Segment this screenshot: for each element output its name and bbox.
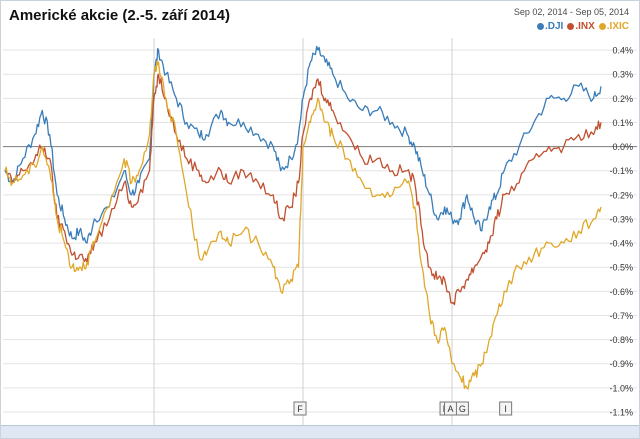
- legend-label-dji: .DJI: [544, 21, 564, 32]
- y-tick-label: 0.4%: [612, 46, 633, 56]
- legend-dot-ixic: [598, 23, 606, 30]
- y-tick-label: 0.3%: [612, 70, 633, 80]
- y-tick-label: -0.3%: [609, 214, 633, 224]
- y-tick-label: -0.2%: [609, 190, 633, 200]
- legend-item-ixic[interactable]: .IXIC: [598, 21, 629, 32]
- legend-dot-inx: [567, 23, 575, 30]
- y-tick-label: 0.2%: [612, 94, 633, 104]
- event-flag-box: [499, 401, 513, 416]
- y-tick-label: 0.1%: [612, 118, 633, 128]
- y-tick-label: 0.0%: [612, 142, 633, 152]
- event-flag-box: [455, 401, 469, 416]
- series-line-dji: [4, 45, 602, 244]
- series-line-inx: [4, 73, 602, 306]
- y-tick-label: -0.5%: [609, 263, 633, 273]
- event-flag-f[interactable]: F: [293, 401, 307, 416]
- y-tick-label: -0.7%: [609, 311, 633, 321]
- date-range: Sep 02, 2014 - Sep 05, 2014: [513, 7, 629, 17]
- series-line-ixic: [4, 60, 602, 390]
- y-tick-label: -0.4%: [609, 239, 633, 249]
- event-flag-label: G: [459, 404, 466, 414]
- legend-label-ixic: .IXIC: [606, 21, 629, 32]
- y-tick-label: -0.6%: [609, 287, 633, 297]
- y-tick-label: -0.9%: [609, 359, 633, 369]
- legend-dot-dji: [536, 23, 544, 30]
- y-tick-label: -1.1%: [609, 407, 633, 417]
- event-flag-g[interactable]: G: [455, 401, 469, 416]
- event-flag-label: F: [297, 404, 303, 414]
- event-flag-a[interactable]: A: [444, 401, 458, 416]
- x-axis-bar: [1, 425, 639, 438]
- event-flag-label: A: [448, 404, 454, 414]
- chart-title: Americké akcie (2.-5. září 2014): [9, 7, 230, 24]
- event-flag-box: [293, 401, 307, 416]
- y-tick-label: -0.1%: [609, 166, 633, 176]
- y-tick-label: -1.0%: [609, 383, 633, 393]
- event-flag-label: I: [504, 404, 507, 414]
- legend: .DJI .INX .IXIC: [536, 21, 629, 32]
- legend-item-dji[interactable]: .DJI: [536, 21, 564, 32]
- y-tick-label: -0.8%: [609, 335, 633, 345]
- event-flag-i[interactable]: I: [499, 401, 513, 416]
- legend-label-inx: .INX: [575, 21, 595, 32]
- legend-item-inx[interactable]: .INX: [567, 21, 595, 32]
